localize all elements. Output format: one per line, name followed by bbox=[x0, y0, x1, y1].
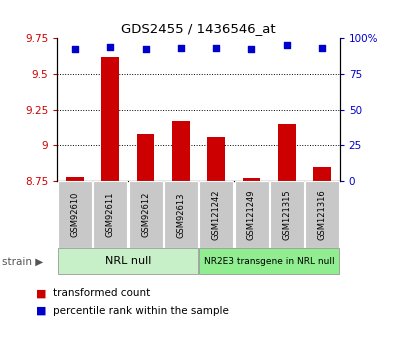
Point bbox=[213, 45, 219, 51]
Point bbox=[142, 47, 149, 52]
Bar bbox=[66, 177, 84, 181]
Point bbox=[72, 47, 78, 52]
Bar bbox=[137, 134, 154, 181]
Bar bbox=[207, 137, 225, 181]
Point bbox=[178, 45, 184, 51]
Point bbox=[284, 42, 290, 48]
Text: GSM121316: GSM121316 bbox=[318, 189, 327, 240]
Bar bbox=[243, 178, 260, 181]
Text: GSM121249: GSM121249 bbox=[247, 189, 256, 240]
Text: GSM121315: GSM121315 bbox=[282, 189, 291, 240]
Text: transformed count: transformed count bbox=[53, 288, 150, 298]
Text: GSM92610: GSM92610 bbox=[70, 192, 79, 237]
Bar bbox=[102, 57, 119, 181]
Text: percentile rank within the sample: percentile rank within the sample bbox=[53, 306, 229, 315]
Text: ■: ■ bbox=[36, 306, 46, 315]
Bar bbox=[278, 124, 295, 181]
Point bbox=[319, 45, 325, 51]
Point bbox=[107, 44, 113, 49]
Text: GSM92613: GSM92613 bbox=[176, 192, 185, 237]
Bar bbox=[313, 167, 331, 181]
Text: NRL null: NRL null bbox=[105, 256, 151, 266]
Text: strain ▶: strain ▶ bbox=[2, 256, 43, 266]
Point bbox=[248, 47, 255, 52]
Bar bbox=[172, 121, 190, 181]
Text: ■: ■ bbox=[36, 288, 46, 298]
Text: GSM92611: GSM92611 bbox=[106, 192, 115, 237]
Title: GDS2455 / 1436546_at: GDS2455 / 1436546_at bbox=[121, 22, 276, 36]
Text: GSM92612: GSM92612 bbox=[141, 192, 150, 237]
Text: NR2E3 transgene in NRL null: NR2E3 transgene in NRL null bbox=[204, 257, 335, 266]
Text: GSM121242: GSM121242 bbox=[212, 189, 221, 240]
